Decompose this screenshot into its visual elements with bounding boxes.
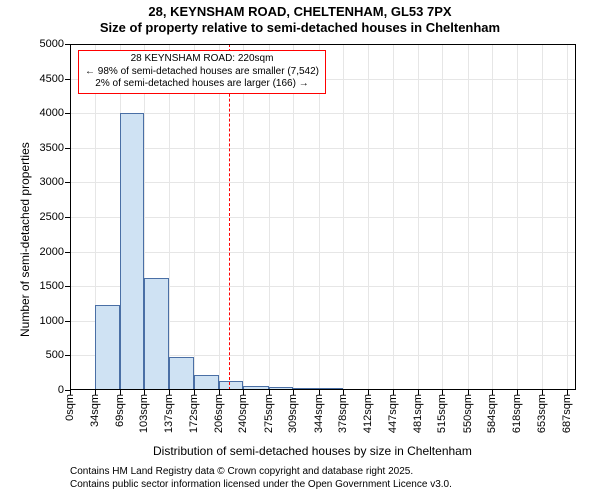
footer-line-2: Contains public sector information licen…: [70, 479, 452, 492]
y-tick-label: 3000: [40, 176, 70, 188]
y-tick-label: 4000: [40, 107, 70, 119]
y-tick-label: 500: [46, 349, 70, 361]
x-tick-label: 103sqm: [138, 390, 150, 433]
x-tick-label: 653sqm: [536, 390, 548, 433]
chart-root: 28, KEYNSHAM ROAD, CHELTENHAM, GL53 7PX …: [0, 0, 600, 500]
x-tick-label: 687sqm: [561, 390, 573, 433]
reference-line: [229, 44, 230, 390]
x-tick-label: 378sqm: [337, 390, 349, 433]
x-tick-label: 69sqm: [114, 390, 126, 427]
x-tick-label: 0sqm: [64, 390, 76, 421]
x-tick-label: 481sqm: [412, 390, 424, 433]
x-tick-label: 309sqm: [287, 390, 299, 433]
x-tick-label: 550sqm: [462, 390, 474, 433]
footer-attribution: Contains HM Land Registry data © Crown c…: [70, 466, 452, 491]
x-tick-label: 206sqm: [213, 390, 225, 433]
y-axis-label: Number of semi-detached properties: [18, 142, 32, 337]
x-tick-label: 34sqm: [89, 390, 101, 427]
footer-line-1: Contains HM Land Registry data © Crown c…: [70, 466, 452, 479]
x-axis-label: Distribution of semi-detached houses by …: [153, 444, 472, 458]
histogram-bar: [219, 381, 244, 390]
x-tick-label: 412sqm: [362, 390, 374, 433]
histogram-bar: [95, 305, 120, 390]
x-tick-label: 275sqm: [263, 390, 275, 433]
x-tick-label: 137sqm: [163, 390, 175, 433]
y-tick-label: 2000: [40, 246, 70, 258]
y-tick-label: 1500: [40, 280, 70, 292]
chart-subtitle: Size of property relative to semi-detach…: [0, 20, 600, 36]
x-tick-label: 447sqm: [387, 390, 399, 433]
x-tick-label: 240sqm: [237, 390, 249, 433]
chart-title: 28, KEYNSHAM ROAD, CHELTENHAM, GL53 7PX: [0, 0, 600, 20]
annotation-line-3: 2% of semi-detached houses are larger (1…: [85, 78, 319, 91]
annotation-box: 28 KEYNSHAM ROAD: 220sqm ← 98% of semi-d…: [78, 50, 326, 94]
x-tick-label: 618sqm: [511, 390, 523, 433]
y-tick-label: 2500: [40, 211, 70, 223]
histogram-bar: [169, 357, 194, 390]
plot-area: 28 KEYNSHAM ROAD: 220sqm ← 98% of semi-d…: [70, 44, 576, 390]
y-tick-label: 4500: [40, 73, 70, 85]
x-tick-label: 344sqm: [313, 390, 325, 433]
x-tick-label: 172sqm: [188, 390, 200, 433]
annotation-line-2: ← 98% of semi-detached houses are smalle…: [85, 66, 319, 79]
histogram-bar: [194, 375, 219, 390]
histogram-bar: [144, 278, 169, 390]
histogram-bar: [120, 113, 145, 390]
x-tick-label: 584sqm: [486, 390, 498, 433]
y-tick-label: 5000: [40, 38, 70, 50]
x-tick-label: 515sqm: [436, 390, 448, 433]
y-tick-label: 3500: [40, 142, 70, 154]
y-tick-label: 1000: [40, 315, 70, 327]
annotation-line-1: 28 KEYNSHAM ROAD: 220sqm: [85, 53, 319, 66]
